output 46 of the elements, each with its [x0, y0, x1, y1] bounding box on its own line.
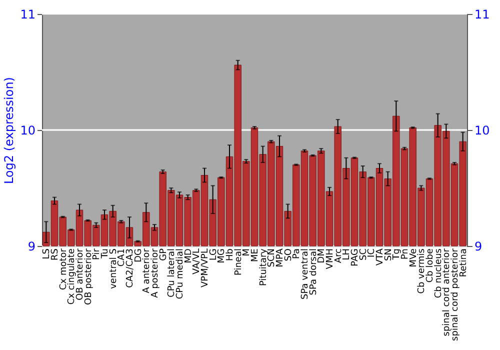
x-tick-label: Retina: [458, 248, 469, 278]
x-tick-label: MVe: [408, 248, 419, 268]
x-tick-label: MD: [184, 248, 194, 264]
x-tick-label: CA2/CA3: [126, 248, 136, 288]
x-tick-label: Tg: [392, 248, 402, 261]
x-tick-label: MPA: [276, 248, 286, 268]
x-tick-label: Pineal: [234, 248, 244, 276]
x-tick-label: VPM/VPL: [200, 248, 210, 288]
x-tick-label: PAG: [350, 248, 360, 266]
x-tick-label: SN: [384, 248, 394, 261]
x-tick-label: GP: [158, 248, 169, 261]
x-tick-label: VA/VL: [192, 248, 202, 274]
y-tick-label: 10: [20, 124, 36, 138]
x-tick-label: SC: [358, 248, 369, 260]
x-tick-label: Cb lobe: [426, 248, 436, 283]
x-tick-label: Hb: [226, 248, 236, 261]
x-tick-label: Pa: [292, 248, 302, 260]
x-tick-label: OB anterior: [76, 248, 86, 300]
y2-tick-label: 10: [474, 124, 490, 138]
x-tick-label: Pir: [92, 248, 102, 260]
x-tick-label: A posterior: [150, 248, 160, 298]
x-tick-label: Arc: [334, 248, 344, 264]
x-tick-label: LG: [208, 248, 219, 260]
x-tick-label: Tu: [100, 248, 110, 260]
x-tick-label: ME: [250, 248, 260, 262]
x-tick-label: RS: [50, 248, 60, 260]
x-tick-label: OB posterior: [84, 248, 94, 306]
y-tick-label: 9: [28, 240, 36, 254]
x-tick-label: M: [242, 248, 252, 256]
x-tick-label: DM: [317, 248, 328, 264]
x-tick-label: SO: [284, 248, 294, 262]
y2-tick-label: 11: [474, 8, 490, 22]
x-tick-label: CPu medial: [176, 248, 186, 300]
y-axis-title: Log2 (expression): [2, 77, 16, 184]
y2-tick-label: 9: [474, 240, 482, 254]
x-tick-label: Pn: [400, 248, 410, 260]
x-tick-label: SCN: [267, 248, 278, 268]
x-tick-label: spinal cord posterior: [450, 248, 460, 341]
x-tick-label: VMH: [326, 248, 336, 270]
x-tick-label: IC: [367, 248, 378, 258]
x-tick-label: Pituitary: [258, 248, 269, 286]
x-tick-label: DG: [134, 248, 144, 262]
x-tick-label: VTA: [376, 248, 386, 266]
x-tick-label: SPa ventral: [300, 248, 310, 300]
y-tick-label: 11: [20, 8, 36, 22]
x-tick-label: SPa dorsal: [308, 248, 319, 296]
